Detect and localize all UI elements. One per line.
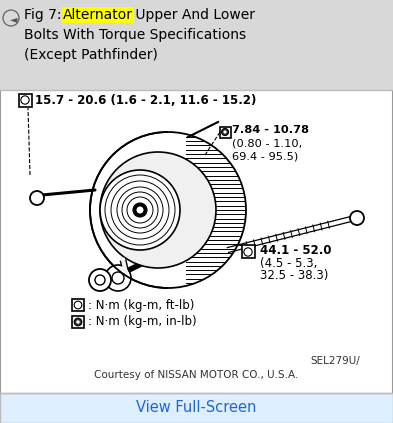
Bar xyxy=(18,93,31,107)
Text: 15.7 - 20.6 (1.6 - 2.1, 11.6 - 15.2): 15.7 - 20.6 (1.6 - 2.1, 11.6 - 15.2) xyxy=(35,93,256,107)
Text: (4.5 - 5.3,: (4.5 - 5.3, xyxy=(260,256,318,269)
Circle shape xyxy=(222,129,228,135)
Bar xyxy=(220,126,231,137)
Text: 69.4 - 95.5): 69.4 - 95.5) xyxy=(232,151,298,161)
Text: 32.5 - 38.3): 32.5 - 38.3) xyxy=(260,269,329,283)
Circle shape xyxy=(223,130,227,134)
Text: Upper And Lower: Upper And Lower xyxy=(131,8,255,22)
Bar xyxy=(242,245,255,258)
Circle shape xyxy=(74,301,82,309)
Bar xyxy=(0,393,393,423)
Circle shape xyxy=(244,248,252,256)
Text: 7.84 - 10.78: 7.84 - 10.78 xyxy=(232,125,309,135)
Circle shape xyxy=(74,318,82,326)
Text: Fig 7:: Fig 7: xyxy=(24,8,66,22)
Text: SEL279U/: SEL279U/ xyxy=(310,356,360,366)
Text: Bolts With Torque Specifications: Bolts With Torque Specifications xyxy=(24,28,246,42)
Circle shape xyxy=(76,320,80,324)
Circle shape xyxy=(95,275,105,285)
Text: (Except Pathfinder): (Except Pathfinder) xyxy=(24,48,158,62)
Circle shape xyxy=(89,269,111,291)
Circle shape xyxy=(350,211,364,225)
Circle shape xyxy=(90,132,246,288)
Circle shape xyxy=(136,206,143,214)
Text: : N·m (kg-m, ft-lb): : N·m (kg-m, ft-lb) xyxy=(88,299,195,311)
Circle shape xyxy=(105,265,131,291)
Text: ◄: ◄ xyxy=(10,14,18,24)
Circle shape xyxy=(133,203,147,217)
Bar xyxy=(0,0,393,90)
Circle shape xyxy=(112,272,124,284)
Circle shape xyxy=(100,152,216,268)
Text: : N·m (kg-m, in-lb): : N·m (kg-m, in-lb) xyxy=(88,316,196,329)
Circle shape xyxy=(21,96,29,104)
Text: 44.1 - 52.0: 44.1 - 52.0 xyxy=(260,244,332,256)
Text: (0.80 - 1.10,: (0.80 - 1.10, xyxy=(232,138,302,148)
Text: Courtesy of NISSAN MOTOR CO., U.S.A.: Courtesy of NISSAN MOTOR CO., U.S.A. xyxy=(94,370,299,380)
Bar xyxy=(72,299,84,311)
Circle shape xyxy=(30,191,44,205)
Circle shape xyxy=(100,170,180,250)
Text: View Full-Screen: View Full-Screen xyxy=(136,401,257,415)
Bar xyxy=(72,316,84,328)
Text: Alternator: Alternator xyxy=(63,8,133,22)
